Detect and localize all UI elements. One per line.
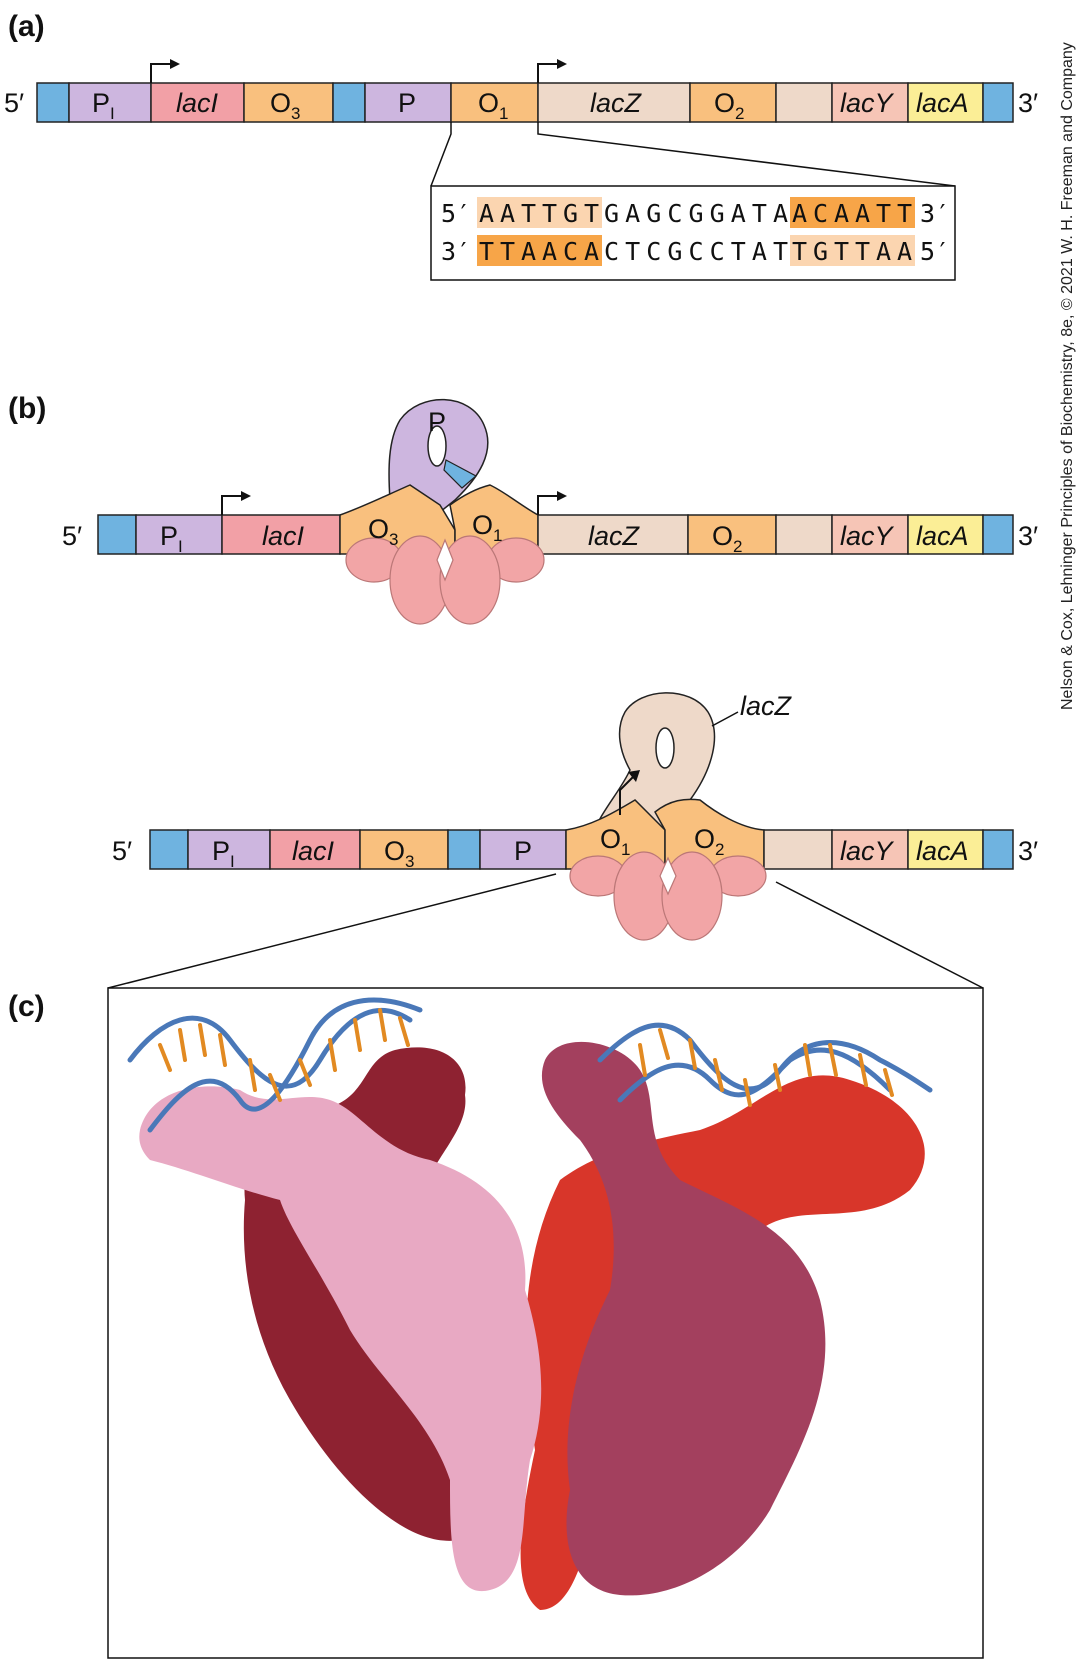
label-p: P [514, 836, 532, 866]
segment-promoter-i [135, 514, 223, 555]
transcription-arrow-icon [150, 59, 180, 83]
label-lacz: lacZ [588, 521, 641, 551]
segment-laca [907, 514, 984, 555]
three-prime-end: 3′ [1018, 836, 1038, 866]
leader-line [711, 711, 739, 727]
label-o1: O1 [600, 824, 630, 859]
transcription-arrow-icon [221, 491, 251, 515]
five-prime-end: 5′ [112, 836, 132, 866]
seq-top-3: 3′ [920, 199, 950, 228]
panel-b-top-construct: P [62, 398, 1038, 625]
lac-repressor-icon [569, 851, 767, 941]
highlight-top-right [790, 197, 915, 228]
segment-promoter [364, 82, 452, 123]
highlight-bottom-right [790, 235, 915, 266]
label-o2: O2 [712, 521, 742, 556]
segment-laci [150, 82, 245, 123]
label-pi: PI [92, 88, 115, 123]
label-laci: lacI [176, 88, 219, 118]
transcription-arrow-icon [619, 770, 640, 815]
lac-repressor-structure [127, 997, 933, 1610]
panel-b-label: (b) [8, 392, 46, 425]
seq-bottom-3: 3′ [441, 237, 471, 266]
label-laca: lacA [916, 88, 969, 118]
o1-sequence-box: 5′ AATTGT GAGCGGATA ACAATT 3′ 3′ TTAACA … [430, 185, 956, 281]
zoom-lines [430, 122, 956, 187]
segment-promoter-i [68, 82, 152, 123]
loop-label-p: P [428, 407, 446, 437]
segment-o2 [687, 514, 777, 555]
segment-o1 [450, 82, 539, 123]
three-prime-end: 3′ [1018, 521, 1038, 551]
segment-laca [907, 829, 984, 870]
segment-spacer [447, 829, 481, 870]
label-p: P [398, 88, 416, 118]
zoom-lines [107, 873, 984, 989]
highlight-bottom-left [477, 235, 602, 266]
segment-lacy [831, 514, 909, 555]
segment-lacy [831, 829, 909, 870]
dna-bases [158, 1008, 894, 1107]
transcription-arrow-icon [537, 491, 567, 515]
label-lacy: lacY [840, 88, 895, 118]
label-laca: lacA [916, 521, 969, 551]
segment-laci [269, 829, 361, 870]
seq-bottom-mid: CTCGCCTAT [604, 237, 788, 266]
label-o3: O3 [270, 88, 300, 123]
segment-lacz-end [775, 82, 833, 123]
label-o2: O2 [714, 88, 744, 123]
segment-spacer [97, 514, 137, 555]
label-lacy: lacY [840, 521, 895, 551]
label-laca: lacA [916, 836, 969, 866]
loop-spacer [443, 459, 478, 489]
lac-operon-bar [36, 82, 1014, 123]
panel-b: (b) P [8, 392, 1038, 989]
segment-spacer [36, 82, 70, 123]
label-laci: lacI [262, 521, 305, 551]
segment-lacz [537, 82, 691, 123]
panel-a: (a) 5′ 3′ PI lacI O3 P O1 lacZ O2 lacY [4, 10, 1038, 281]
segment-spacer [332, 82, 366, 123]
credit-line: Nelson & Cox, Lehninger Principles of Bi… [1059, 42, 1076, 710]
segment-spacer [982, 82, 1014, 123]
label-o2: O2 [694, 824, 724, 859]
lac-repressor-icon [345, 535, 545, 625]
label-o1: O1 [478, 88, 508, 123]
segment-spacer [982, 829, 1014, 870]
loop-hole [427, 425, 447, 467]
repressor-subunit-pink [139, 1086, 542, 1592]
panel-c: (c) [8, 987, 984, 1659]
five-prime-end: 5′ [4, 88, 24, 118]
segment-spacer [149, 829, 189, 870]
label-o3: O3 [368, 514, 398, 549]
repressor-subunit-mauve [541, 1041, 826, 1596]
segment-lacz [537, 514, 689, 555]
segment-spacer [982, 514, 1014, 555]
transcription-arrow-icon [537, 59, 567, 83]
label-lacy: lacY [840, 836, 895, 866]
five-prime-end: 5′ [62, 521, 82, 551]
segment-lacz-end [763, 829, 833, 870]
three-prime-end: 3′ [1018, 88, 1038, 118]
segment-laca [907, 82, 984, 123]
label-o3: O3 [384, 836, 414, 871]
label-lacz: lacZ [590, 88, 643, 118]
seq-top-5: 5′ [441, 199, 471, 228]
segment-o2 [654, 798, 765, 870]
label-pi: PI [212, 836, 235, 871]
segment-o2 [689, 82, 777, 123]
seq-top-mid: GAGCGGATA [604, 199, 788, 228]
highlight-top-left [477, 197, 602, 228]
loop-label-lacz: lacZ [740, 691, 793, 721]
panel-a-label: (a) [8, 10, 45, 43]
segment-lacz-end [775, 514, 833, 555]
label-laci: lacI [292, 836, 335, 866]
panel-c-label: (c) [8, 990, 45, 1023]
seq-bottom-5: 5′ [920, 237, 950, 266]
segment-laci [221, 514, 341, 555]
label-pi: PI [160, 521, 183, 556]
panel-b-bottom-construct: lacZ [107, 691, 1038, 989]
label-o1: O1 [472, 510, 502, 545]
loop-hole [655, 727, 675, 769]
